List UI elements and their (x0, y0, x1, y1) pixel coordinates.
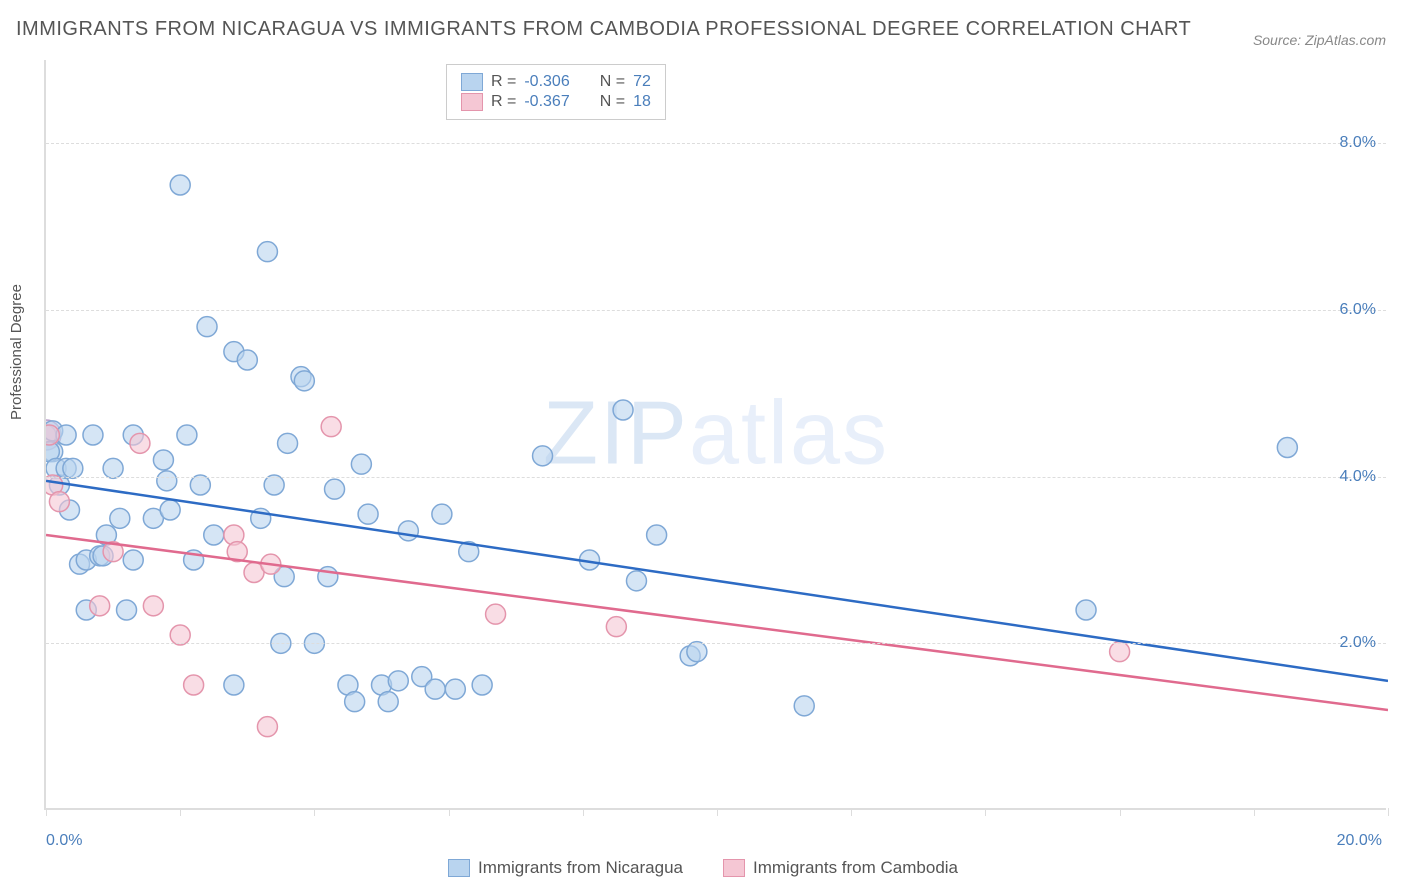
x-tick-label: 20.0% (1337, 832, 1382, 850)
scatter-point (533, 446, 553, 466)
scatter-point (432, 504, 452, 524)
scatter-point (606, 617, 626, 637)
scatter-point (63, 458, 83, 478)
scatter-point (345, 692, 365, 712)
chart-area: ZIPatlas R = -0.306 N = 72 R = -0.367 N … (44, 60, 1386, 810)
bottom-legend: Immigrants from Nicaragua Immigrants fro… (0, 858, 1406, 878)
y-tick-label: 2.0% (1340, 634, 1376, 652)
scatter-point (388, 671, 408, 691)
scatter-point (445, 679, 465, 699)
scatter-point (294, 371, 314, 391)
scatter-point (398, 521, 418, 541)
r-label-2: R = (491, 93, 516, 111)
swatch-cambodia (461, 93, 483, 111)
scatter-point (157, 471, 177, 491)
scatter-point (49, 492, 69, 512)
x-tick (851, 808, 852, 816)
scatter-point (204, 525, 224, 545)
x-tick (717, 808, 718, 816)
scatter-point (1110, 642, 1130, 662)
scatter-point (103, 458, 123, 478)
y-tick-label: 8.0% (1340, 134, 1376, 152)
scatter-point (794, 696, 814, 716)
n-value-2: 18 (633, 93, 651, 111)
scatter-point (278, 433, 298, 453)
scatter-point (647, 525, 667, 545)
scatter-point (184, 675, 204, 695)
source-label: Source: ZipAtlas.com (1253, 32, 1386, 48)
scatter-point (257, 717, 277, 737)
scatter-plot-svg (46, 60, 1388, 810)
scatter-point (170, 175, 190, 195)
scatter-point (153, 450, 173, 470)
r-label: R = (491, 73, 516, 91)
x-tick (180, 808, 181, 816)
legend-label-cambodia: Immigrants from Cambodia (753, 858, 958, 878)
scatter-point (224, 675, 244, 695)
scatter-point (613, 400, 633, 420)
scatter-point (425, 679, 445, 699)
chart-title: IMMIGRANTS FROM NICARAGUA VS IMMIGRANTS … (16, 18, 1191, 41)
x-tick (583, 808, 584, 816)
scatter-point (170, 625, 190, 645)
scatter-point (264, 475, 284, 495)
y-tick-label: 6.0% (1340, 301, 1376, 319)
x-tick (46, 808, 47, 816)
scatter-point (46, 425, 59, 445)
x-tick (1120, 808, 1121, 816)
stats-legend: R = -0.306 N = 72 R = -0.367 N = 18 (446, 64, 666, 120)
x-tick (314, 808, 315, 816)
swatch-bottom-cambodia (723, 859, 745, 877)
scatter-point (130, 433, 150, 453)
scatter-point (472, 675, 492, 695)
scatter-point (351, 454, 371, 474)
scatter-point (117, 600, 137, 620)
x-tick (449, 808, 450, 816)
scatter-point (1277, 438, 1297, 458)
scatter-point (197, 317, 217, 337)
scatter-point (257, 242, 277, 262)
scatter-point (1076, 600, 1096, 620)
scatter-point (110, 508, 130, 528)
x-tick (1254, 808, 1255, 816)
x-tick-label: 0.0% (46, 832, 82, 850)
scatter-point (486, 604, 506, 624)
y-axis-label: Professional Degree (8, 284, 25, 420)
scatter-point (626, 571, 646, 591)
scatter-point (358, 504, 378, 524)
scatter-point (190, 475, 210, 495)
swatch-nicaragua (461, 73, 483, 91)
n-label: N = (600, 73, 625, 91)
swatch-bottom-nicaragua (448, 859, 470, 877)
gridline (46, 477, 1386, 478)
scatter-point (378, 692, 398, 712)
n-label-2: N = (600, 93, 625, 111)
scatter-point (123, 550, 143, 570)
scatter-point (237, 350, 257, 370)
y-tick-label: 4.0% (1340, 468, 1376, 486)
scatter-point (160, 500, 180, 520)
x-tick (985, 808, 986, 816)
gridline (46, 143, 1386, 144)
scatter-point (177, 425, 197, 445)
legend-label-nicaragua: Immigrants from Nicaragua (478, 858, 683, 878)
legend-item-nicaragua: Immigrants from Nicaragua (448, 858, 683, 878)
gridline (46, 643, 1386, 644)
stats-row-1: R = -0.306 N = 72 (461, 73, 651, 91)
scatter-point (325, 479, 345, 499)
gridline (46, 310, 1386, 311)
r-value-2: -0.367 (524, 93, 569, 111)
scatter-point (90, 596, 110, 616)
scatter-point (321, 417, 341, 437)
trend-line (46, 535, 1388, 710)
scatter-point (687, 642, 707, 662)
stats-row-2: R = -0.367 N = 18 (461, 93, 651, 111)
n-value-1: 72 (633, 73, 651, 91)
x-tick (1388, 808, 1389, 816)
scatter-point (83, 425, 103, 445)
legend-item-cambodia: Immigrants from Cambodia (723, 858, 958, 878)
r-value-1: -0.306 (524, 73, 569, 91)
scatter-point (143, 596, 163, 616)
